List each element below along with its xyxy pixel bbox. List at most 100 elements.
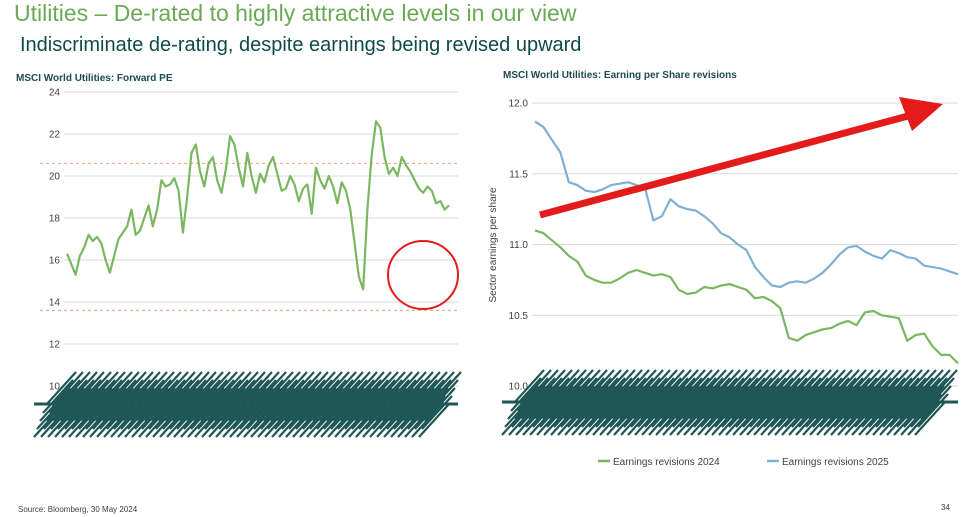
left-x-tick-label <box>416 371 448 406</box>
right-x-tick-label <box>748 377 780 412</box>
left-x-tick-label <box>59 371 91 406</box>
right-x-tick-label <box>737 369 769 404</box>
right-x-tick-label <box>755 377 787 412</box>
right-x-tick-label <box>552 377 584 412</box>
right-x-tick-label <box>524 377 556 412</box>
right-x-tick-label <box>923 377 955 412</box>
left-x-tick-label <box>136 371 168 406</box>
left-x-tick-label <box>105 379 137 414</box>
right-x-tick-label <box>804 377 836 412</box>
left-x-tick-label <box>248 371 280 406</box>
right-x-tick-label <box>807 369 839 404</box>
right-x-tick-label <box>517 377 549 412</box>
right-x-tick-label <box>905 369 937 404</box>
left-y-tick-label: 14 <box>49 298 61 309</box>
red-circle-annotation <box>387 240 459 310</box>
left-x-tick-label <box>133 379 165 414</box>
left-x-tick-label <box>70 379 102 414</box>
left-x-tick-label <box>87 371 119 406</box>
right-x-tick-label <box>751 369 783 404</box>
left-x-tick-label <box>150 371 182 406</box>
red-arrow-head <box>899 97 943 131</box>
right-x-tick-label <box>531 377 563 412</box>
right-x-tick-label <box>910 393 942 428</box>
left-x-tick-label <box>182 379 214 414</box>
left-x-axis-labels <box>33 371 462 438</box>
left-x-tick-label <box>119 379 151 414</box>
left-x-tick-label <box>91 379 123 414</box>
left-x-tick-label <box>217 379 249 414</box>
right-x-tick-label <box>800 369 832 404</box>
right-x-tick-label <box>734 377 766 412</box>
left-x-tick-label <box>430 371 462 406</box>
right-x-tick-label <box>520 369 552 404</box>
right-x-tick-label <box>573 377 605 412</box>
left-x-tick-label <box>420 379 452 414</box>
right-x-tick-label <box>601 377 633 412</box>
left-x-tick-label <box>231 379 263 414</box>
right-x-tick-label <box>559 377 591 412</box>
right-y-tick-label: 12.0 <box>509 99 529 110</box>
left-x-tick-label <box>154 379 186 414</box>
right-x-tick-label <box>555 369 587 404</box>
left-x-tick-label <box>357 379 389 414</box>
left-x-tick-label <box>259 379 291 414</box>
left-x-tick-label <box>322 379 354 414</box>
right-x-tick-label <box>580 377 612 412</box>
right-x-tick-label <box>758 369 790 404</box>
right-x-tick-label <box>811 377 843 412</box>
right-x-tick-label <box>643 377 675 412</box>
right-x-tick-label <box>902 377 934 412</box>
right-x-tick-label <box>863 369 895 404</box>
left-x-tick-label <box>220 371 252 406</box>
left-x-tick-label <box>199 371 231 406</box>
left-x-tick-label <box>392 379 424 414</box>
right-x-tick-label <box>853 377 885 412</box>
right-x-tick-label <box>909 377 941 412</box>
left-x-tick-label <box>423 371 455 406</box>
source-note: Source: Bloomberg, 30 May 2024 <box>18 505 138 514</box>
right-x-tick-label <box>793 369 825 404</box>
right-x-tick-label <box>629 377 661 412</box>
right-series-eps-2024 <box>534 229 959 365</box>
left-x-tick-label <box>80 371 112 406</box>
left-x-tick-label <box>273 379 305 414</box>
left-x-tick-label <box>49 379 81 414</box>
right-x-tick-label <box>639 369 671 404</box>
right-x-tick-label <box>727 377 759 412</box>
left-x-tick-label <box>409 371 441 406</box>
right-x-tick-label <box>860 377 892 412</box>
left-x-tick-label <box>283 371 315 406</box>
right-x-tick-label <box>650 377 682 412</box>
left-x-tick-label <box>164 371 196 406</box>
right-x-tick-label <box>783 377 815 412</box>
left-x-tick-label <box>378 379 410 414</box>
left-x-tick-label <box>192 371 224 406</box>
right-x-tick-label <box>576 369 608 404</box>
left-x-tick-label <box>290 371 322 406</box>
right-x-tick-label <box>846 377 878 412</box>
right-x-tick-label <box>709 369 741 404</box>
left-x-tick-label <box>414 395 446 430</box>
left-x-tick-label <box>175 379 207 414</box>
left-y-tick-label: 12 <box>49 340 61 351</box>
left-x-tick-label <box>308 379 340 414</box>
right-x-tick-label <box>832 377 864 412</box>
left-x-tick-label <box>343 379 375 414</box>
left-x-tick-label <box>234 371 266 406</box>
left-x-tick-label <box>318 371 350 406</box>
slide-subtitle: Indiscriminate de-rating, despite earnin… <box>20 34 582 56</box>
right-x-tick-label <box>912 369 944 404</box>
left-x-tick-label <box>77 379 109 414</box>
right-x-tick-label <box>604 369 636 404</box>
right-x-tick-label <box>874 377 906 412</box>
right-y-tick-label: 11.0 <box>509 240 528 251</box>
right-x-tick-label <box>814 369 846 404</box>
left-x-tick-label <box>395 371 427 406</box>
left-x-tick-label <box>140 379 172 414</box>
left-x-tick-label <box>381 371 413 406</box>
right-x-tick-label <box>646 369 678 404</box>
left-x-tick-label <box>122 371 154 406</box>
left-x-tick-label <box>294 379 326 414</box>
right-legend: Earnings revisions 2024 Earnings revision… <box>598 457 889 468</box>
